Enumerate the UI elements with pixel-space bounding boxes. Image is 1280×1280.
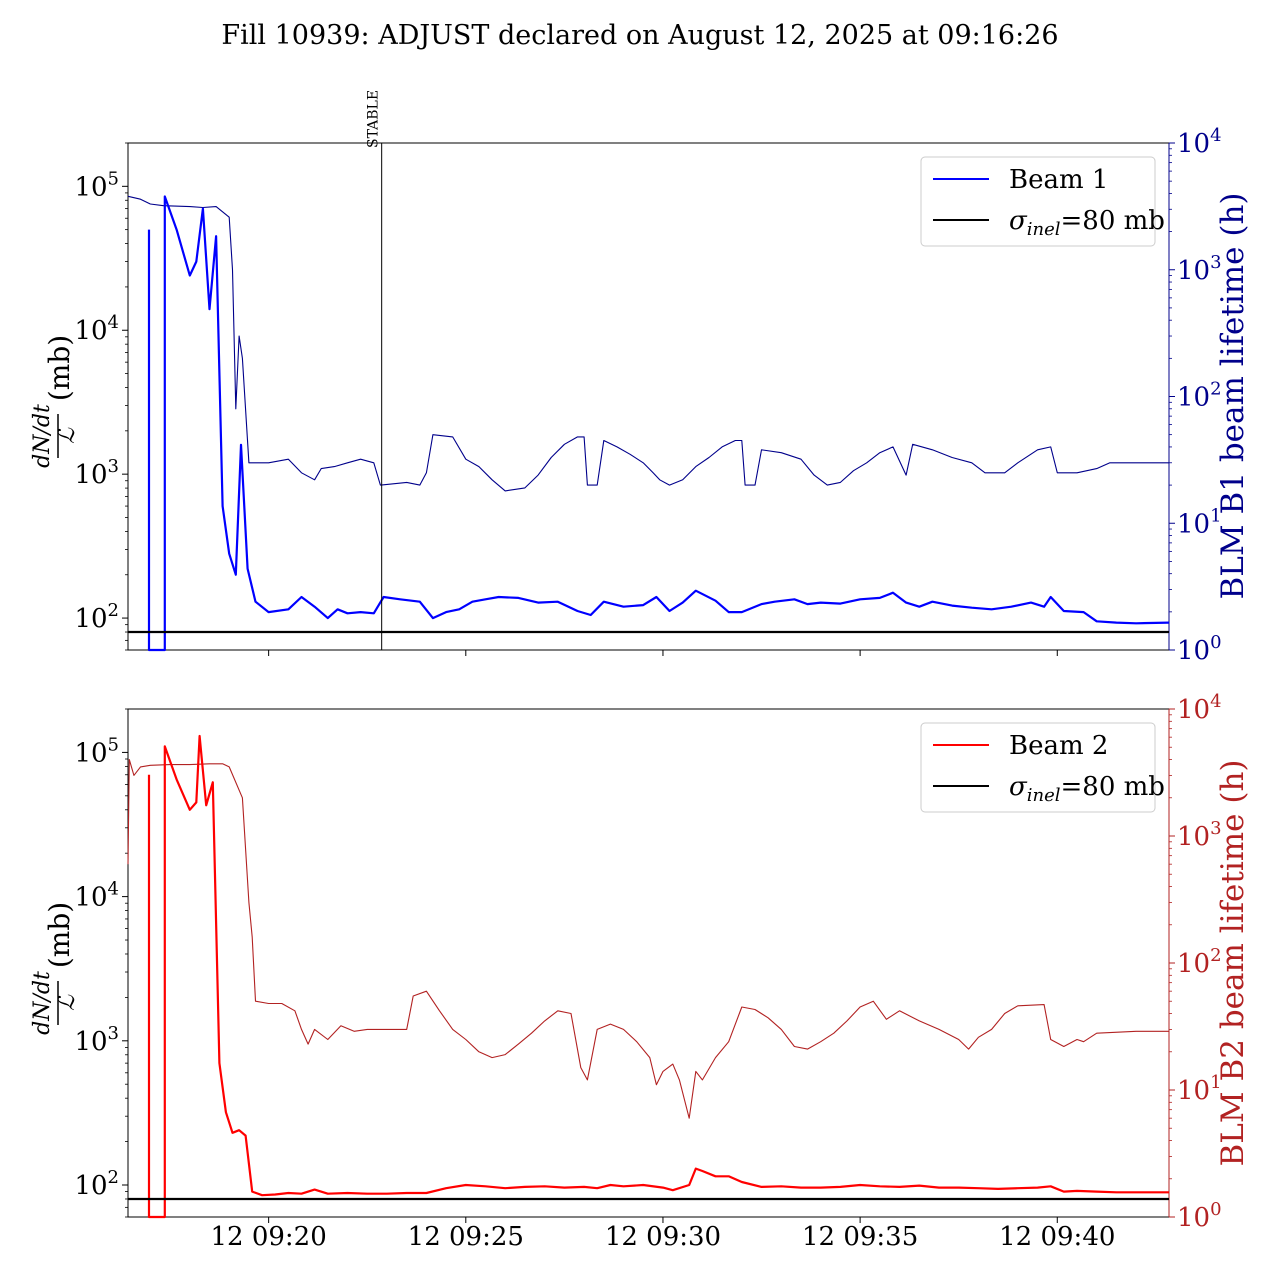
right-tick-label-exponent: 1 [1210,505,1221,526]
left-tick-label-base: 10 [74,460,107,490]
legend-sigma-symbol: σ [1009,206,1028,236]
x-axis-ticks-top [268,650,1058,656]
series-beam-line [147,734,1169,1219]
x-tick-label: 12 09:30 [605,1222,721,1252]
right-tick-label-exponent: 0 [1210,632,1221,653]
legend-bottom: Beam 2 σinel=80 mb [920,722,1165,813]
figure-title: Fill 10939: ADJUST declared on August 12… [221,20,1058,51]
left-tick-label: 104 [74,879,119,913]
legend-sigma-rest: =80 mb [1061,772,1165,802]
left-tick-label-exponent: 2 [108,1167,119,1188]
left-axis-label-unit: (mb) [43,335,76,401]
clip-series-top [127,195,1170,652]
right-tick-label-exponent: 0 [1210,1199,1221,1220]
right-tick-label-exponent: 1 [1210,1072,1221,1093]
right-tick-label-base: 10 [1177,822,1210,852]
right-tick-label-exponent: 4 [1210,125,1221,146]
left-tick-label-exponent: 4 [108,879,119,900]
left-tick-label-base: 10 [74,1027,107,1057]
left-tick-label-exponent: 3 [108,456,119,477]
left-tick-label-base: 10 [74,172,107,202]
right-axis-label-top: BLM B1 beam lifetime (h) [1215,192,1251,599]
left-axis-label-numerator: dN/dt [30,971,55,1035]
left-tick-label: 103 [74,1023,119,1057]
left-tick-label-exponent: 2 [108,600,119,621]
right-tick-label: 101 [1177,505,1222,539]
legend-label-beam2: Beam 2 [1009,731,1108,761]
left-axis-label-denominator: ℒ [55,427,80,444]
left-axis-label-bottom: dN/dt ℒ (mb) [30,902,80,1035]
right-tick-label-base: 10 [1177,1076,1210,1106]
left-tick-label-base: 10 [74,316,107,346]
left-tick-label-base: 10 [74,604,107,634]
x-tick-label: 12 09:20 [210,1222,326,1252]
legend-label-sigma: σinel=80 mb [1009,206,1165,240]
series-lifetime-line [127,758,1169,1119]
right-tick-label: 104 [1177,125,1222,159]
legend-sigma-rest: =80 mb [1061,206,1165,236]
left-tick-label-exponent: 4 [108,312,119,333]
left-axis-label-denominator: ℒ [55,994,80,1011]
legend-label-beam1: Beam 1 [1009,165,1108,195]
right-tick-label-exponent: 3 [1210,252,1221,273]
legend-label-sigma: σinel=80 mb [1009,772,1165,806]
right-tick-label-exponent: 2 [1210,945,1221,966]
legend-top: Beam 1 σinel=80 mb [920,156,1165,247]
left-tick-label-exponent: 3 [108,1023,119,1044]
right-tick-label-base: 10 [1177,695,1210,725]
right-tick-label-base: 10 [1177,1203,1210,1233]
x-tick-label: 12 09:35 [802,1222,918,1252]
right-tick-label: 102 [1177,379,1222,413]
left-axis-label-top: dN/dt ℒ (mb) [30,335,80,468]
left-tick-label-base: 10 [74,738,107,768]
right-tick-label: 104 [1177,691,1222,725]
left-tick-label: 104 [74,312,119,346]
right-tick-label-base: 10 [1177,129,1210,159]
left-tick-label: 102 [74,600,119,634]
right-tick-label-exponent: 4 [1210,691,1221,712]
right-tick-label: 103 [1177,252,1222,286]
right-tick-label: 103 [1177,818,1222,852]
left-tick-label-base: 10 [74,1171,107,1201]
legend-sigma-subscript: inel [1027,785,1061,806]
stable-label: STABLE [366,90,382,148]
legend-sigma-subscript: inel [1027,219,1061,240]
series-lifetime-line [127,195,1169,492]
x-tick-label: 12 09:25 [408,1222,524,1252]
right-tick-label: 100 [1177,632,1222,666]
stable-marker: STABLE [366,90,383,650]
left-tick-label-exponent: 5 [108,734,119,755]
right-tick-label-exponent: 3 [1210,818,1221,839]
x-axis-ticks-bottom: 12 09:20 12 09:25 12 09:30 12 09:35 12 09:40 [210,1217,1115,1252]
right-tick-label: 101 [1177,1072,1222,1106]
legend-sigma-symbol: σ [1009,772,1028,802]
right-tick-label: 100 [1177,1199,1222,1233]
left-axis-label-numerator: dN/dt [30,404,55,468]
left-tick-label: 105 [74,168,119,202]
left-tick-label: 102 [74,1167,119,1201]
right-tick-label: 102 [1177,945,1222,979]
series-beam-line [147,195,1170,652]
right-tick-label-base: 10 [1177,383,1210,413]
left-tick-label-exponent: 5 [108,168,119,189]
clip-series-bottom [127,734,1169,1219]
right-tick-label-base: 10 [1177,636,1210,666]
right-tick-label-base: 10 [1177,949,1210,979]
left-tick-label-base: 10 [74,883,107,913]
x-tick-label: 12 09:40 [999,1222,1115,1252]
left-tick-label: 105 [74,734,119,768]
left-axis-label-unit: (mb) [43,902,76,968]
right-axis-label-bottom: BLM B2 beam lifetime (h) [1215,759,1251,1166]
right-tick-label-base: 10 [1177,256,1210,286]
right-tick-label-base: 10 [1177,509,1210,539]
left-tick-label: 103 [74,456,119,490]
right-tick-label-exponent: 2 [1210,379,1221,400]
